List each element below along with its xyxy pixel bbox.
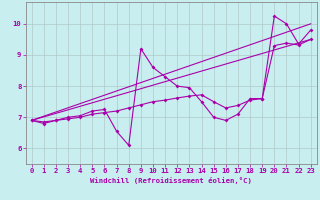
X-axis label: Windchill (Refroidissement éolien,°C): Windchill (Refroidissement éolien,°C) [90,177,252,184]
